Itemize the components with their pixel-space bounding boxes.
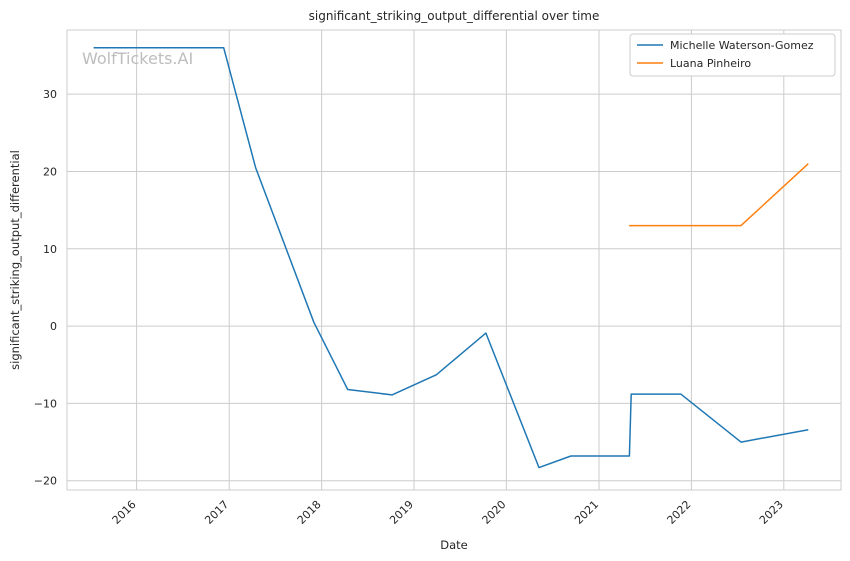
y-tick-label: 30 [43,88,57,101]
y-axis-label: significant_striking_output_differential [8,150,22,370]
series-line-0 [93,47,809,469]
plot-frame [66,29,842,491]
x-axis-label: Date [440,538,468,552]
x-tick-label: 2023 [757,498,786,527]
legend-label-luana: Luana Pinheiro [670,57,751,70]
series-line-1 [629,163,809,227]
y-axis: −20 −10 0 10 20 30 [34,88,57,488]
y-tick-label: −20 [34,475,57,488]
x-tick-label: 2018 [295,498,324,527]
grid [67,30,841,490]
chart-title: significant_striking_output_differential… [309,9,600,23]
plot-area [67,30,841,490]
legend-box [629,33,836,77]
y-tick-label: 0 [50,320,57,333]
x-tick-label: 2022 [665,498,694,527]
legend-label-michelle: Michelle Waterson-Gomez [670,39,814,52]
y-tick-label: 10 [43,243,57,256]
y-tick-label: 20 [43,165,57,178]
x-tick-label: 2021 [572,498,601,527]
legend: Michelle Waterson-Gomez Luana Pinheiro [629,33,836,77]
series-lines [93,47,809,469]
watermark: WolfTickets.AI [82,49,193,68]
y-tick-label: −10 [34,397,57,410]
x-tick-label: 2016 [110,498,139,527]
x-tick-label: 2019 [387,498,416,527]
x-axis: 2016 2017 2018 2019 2020 2021 2022 2023 [110,498,786,527]
x-tick-label: 2020 [480,498,509,527]
x-tick-label: 2017 [202,498,231,527]
